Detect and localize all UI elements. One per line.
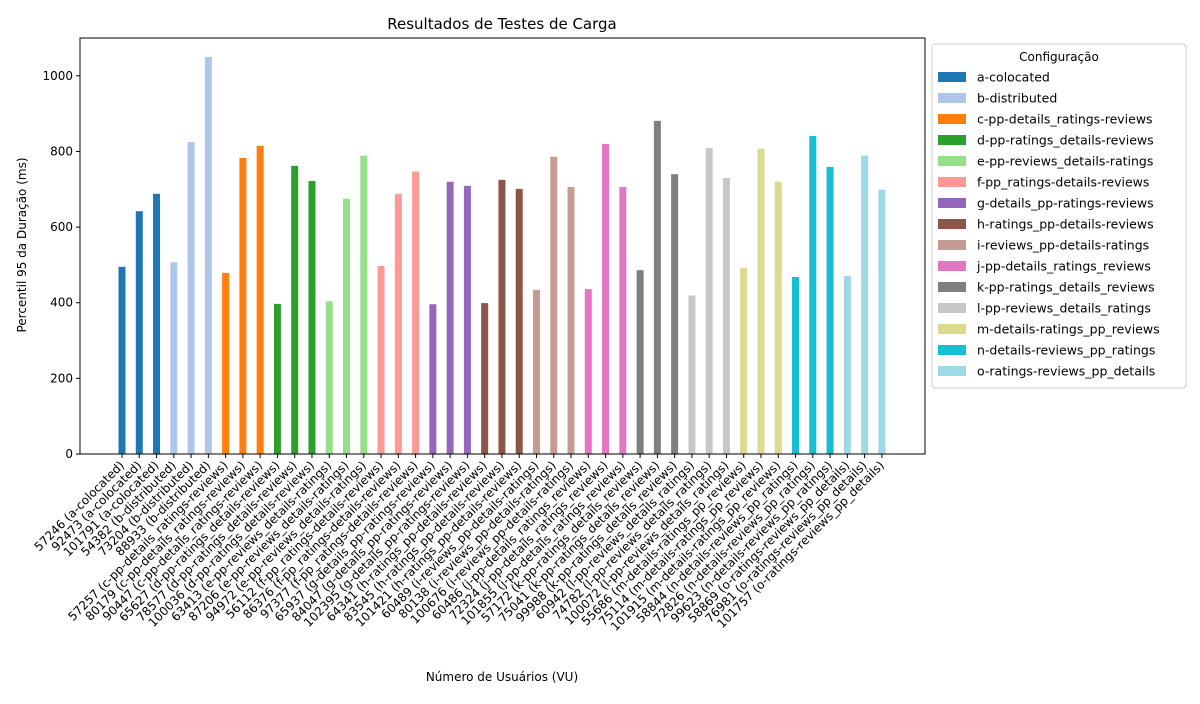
legend-swatch (938, 114, 966, 124)
bar (723, 178, 730, 454)
legend-label: c-pp-details_ratings-reviews (977, 112, 1153, 127)
legend-swatch (938, 219, 966, 229)
bar (222, 273, 229, 454)
bar (378, 266, 385, 454)
legend-swatch (938, 156, 966, 166)
y-tick-label: 600 (50, 220, 73, 234)
bar (257, 146, 264, 454)
y-tick-label: 800 (50, 144, 73, 158)
bar (291, 166, 298, 454)
bar (343, 199, 350, 454)
legend-swatch (938, 93, 966, 103)
bar (498, 180, 505, 454)
legend-label: k-pp-ratings_details_reviews (977, 280, 1155, 295)
bar (861, 156, 868, 454)
bar (119, 267, 126, 454)
bar (809, 136, 816, 454)
legend-swatch (938, 282, 966, 292)
y-tick-label: 0 (65, 447, 73, 461)
legend-label: b-distributed (977, 91, 1057, 106)
bar (619, 187, 626, 454)
legend-label: e-pp-reviews_details-ratings (977, 154, 1153, 169)
bar (602, 144, 609, 454)
y-axis-label: Percentil 95 da Duração (ms) (15, 157, 29, 332)
bar (757, 149, 764, 454)
bar (447, 182, 454, 454)
bar (878, 190, 885, 454)
bar (533, 290, 540, 454)
legend-swatch (938, 72, 966, 82)
legend-swatch (938, 324, 966, 334)
legend-label: o-ratings-reviews_pp_details (977, 364, 1155, 379)
legend-label: g-details_pp-ratings-reviews (977, 196, 1154, 211)
legend-swatch (938, 135, 966, 145)
bar (429, 304, 436, 454)
legend-label: m-details-ratings_pp_reviews (977, 322, 1160, 337)
y-tick-label: 1000 (42, 69, 73, 83)
bar (792, 277, 799, 454)
legend-swatch (938, 198, 966, 208)
bar (188, 142, 195, 454)
bar (516, 189, 523, 454)
bar (308, 181, 315, 454)
legend-swatch (938, 240, 966, 250)
bar (740, 268, 747, 454)
bar (464, 186, 471, 454)
legend-label: f-pp_ratings-details-reviews (977, 175, 1149, 190)
bar (412, 171, 419, 454)
legend-label: a-colocated (977, 70, 1050, 85)
bar (637, 270, 644, 454)
legend-label: n-details-reviews_pp_ratings (977, 343, 1155, 358)
legend-label: l-pp-reviews_details_ratings (977, 301, 1151, 316)
y-tick-label: 400 (50, 296, 73, 310)
bar (568, 187, 575, 454)
chart-title: Resultados de Testes de Carga (387, 15, 617, 33)
legend-label: i-reviews_pp-details-ratings (977, 238, 1149, 253)
x-axis-label: Número de Usuários (VU) (426, 670, 578, 684)
bar (775, 182, 782, 454)
bar (360, 156, 367, 454)
legend-swatch (938, 345, 966, 355)
bar (395, 194, 402, 454)
bar (706, 148, 713, 454)
y-tick-label: 200 (50, 371, 73, 385)
bar (326, 301, 333, 454)
legend: Configuração a-colocated b-distributed c-p… (932, 44, 1186, 388)
legend-swatch (938, 303, 966, 313)
legend-label: h-ratings_pp-details-reviews (977, 217, 1154, 232)
bar (481, 303, 488, 454)
bar (654, 121, 661, 454)
legend-label: j-pp-details_ratings_reviews (976, 259, 1151, 274)
legend-swatch (938, 366, 966, 376)
legend-swatch (938, 261, 966, 271)
bar (136, 211, 143, 454)
bar (205, 57, 212, 454)
legend-label: d-pp-ratings_details-reviews (977, 133, 1154, 148)
bar (274, 304, 281, 454)
bar (827, 167, 834, 454)
bar (671, 174, 678, 454)
bar (585, 289, 592, 454)
bar (239, 158, 246, 454)
bar (153, 194, 160, 454)
legend-title: Configuração (1019, 50, 1099, 64)
legend-swatch (938, 177, 966, 187)
bar (688, 296, 695, 454)
bar (170, 262, 177, 454)
bar (550, 157, 557, 454)
bar (844, 276, 851, 454)
